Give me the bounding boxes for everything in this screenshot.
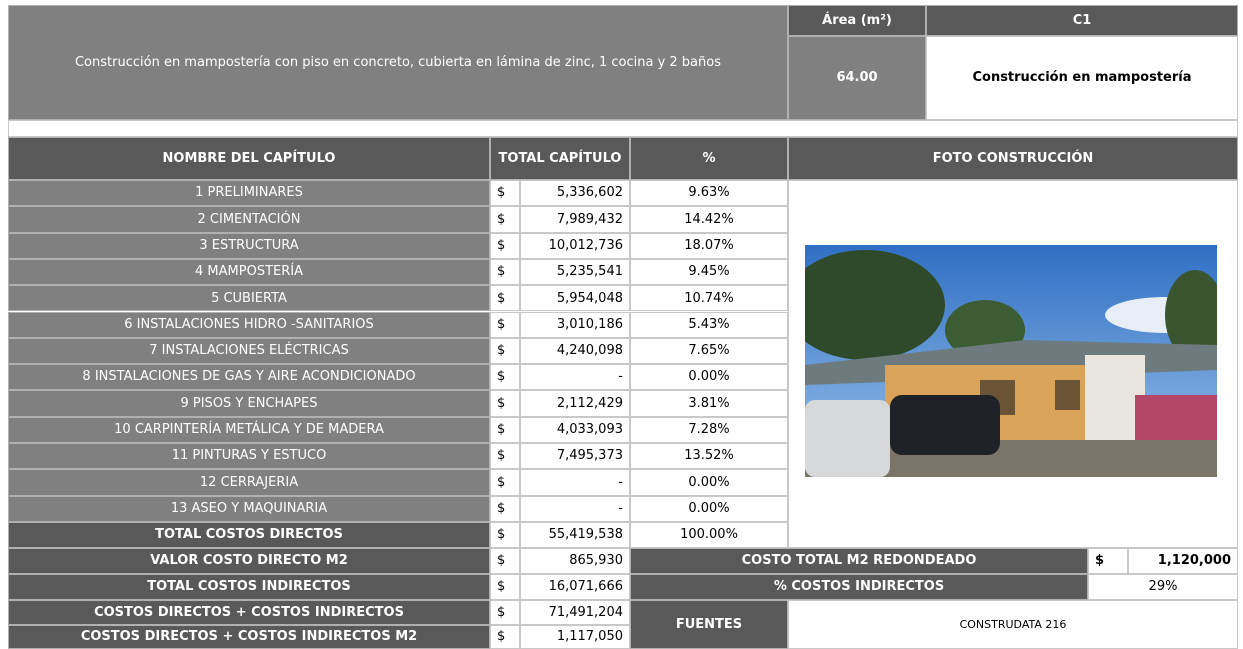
amount: 71,491,204 <box>520 600 630 625</box>
amount: 2,112,429 <box>520 390 630 416</box>
chapter-name: 12 CERRAJERIA <box>8 469 490 495</box>
amount: 5,336,602 <box>520 180 630 206</box>
total-label: TOTAL COSTOS DIRECTOS <box>8 522 490 548</box>
percent: 13.52% <box>630 443 788 469</box>
code-name: Construcción en mampostería <box>926 36 1238 120</box>
amount: - <box>520 496 630 522</box>
currency: $ <box>490 469 520 495</box>
indirect-value: 29% <box>1088 574 1238 600</box>
currency: $ <box>490 600 520 625</box>
amount: 3,010,186 <box>520 312 630 338</box>
amount: 10,012,736 <box>520 233 630 259</box>
percent: 0.00% <box>630 496 788 522</box>
percent: 5.43% <box>630 312 788 338</box>
construction-photo <box>805 245 1217 477</box>
column-header: TOTAL CAPÍTULO <box>490 137 630 180</box>
currency: $ <box>490 574 520 600</box>
area-label: Área (m²) <box>788 5 926 36</box>
currency: $ <box>490 285 520 311</box>
chapter-name: 11 PINTURAS Y ESTUCO <box>8 443 490 469</box>
chapter-name: 1 PRELIMINARES <box>8 180 490 206</box>
currency: $ <box>490 443 520 469</box>
currency: $ <box>490 338 520 364</box>
currency: $ <box>490 390 520 416</box>
rounded-currency: $ <box>1088 548 1128 574</box>
sources-value: CONSTRUDATA 216 <box>788 600 1238 649</box>
area-value: 64.00 <box>788 36 926 120</box>
chapter-name: 13 ASEO Y MAQUINARIA <box>8 496 490 522</box>
currency: $ <box>490 180 520 206</box>
percent: 0.00% <box>630 469 788 495</box>
percent: 14.42% <box>630 206 788 232</box>
chapter-name: 4 MAMPOSTERÍA <box>8 259 490 285</box>
percent: 9.63% <box>630 180 788 206</box>
column-header: NOMBRE DEL CAPÍTULO <box>8 137 490 180</box>
currency: $ <box>490 312 520 338</box>
amount: - <box>520 364 630 390</box>
page: Presupuesto {"header": {"description": "… <box>0 0 1243 649</box>
amount: 5,235,541 <box>520 259 630 285</box>
currency: $ <box>490 259 520 285</box>
amount: - <box>520 469 630 495</box>
amount: 5,954,048 <box>520 285 630 311</box>
amount: 1,117,050 <box>520 625 630 649</box>
percent: 3.81% <box>630 390 788 416</box>
chapter-name: 7 INSTALACIONES ELÉCTRICAS <box>8 338 490 364</box>
chapter-name: 10 CARPINTERÍA METÁLICA Y DE MADERA <box>8 417 490 443</box>
description: Construcción en mampostería con piso en … <box>8 5 788 120</box>
currency: $ <box>490 206 520 232</box>
rounded-label: COSTO TOTAL M2 REDONDEADO <box>630 548 1088 574</box>
amount: 16,071,666 <box>520 574 630 600</box>
percent: 7.65% <box>630 338 788 364</box>
amount: 4,033,093 <box>520 417 630 443</box>
currency: $ <box>490 496 520 522</box>
column-header: FOTO CONSTRUCCIÓN <box>788 137 1238 180</box>
column-header: % <box>630 137 788 180</box>
currency: $ <box>490 548 520 574</box>
summary-label: TOTAL COSTOS INDIRECTOS <box>8 574 490 600</box>
currency: $ <box>490 233 520 259</box>
amount: 865,930 <box>520 548 630 574</box>
currency: $ <box>490 522 520 548</box>
currency: $ <box>490 364 520 390</box>
currency: $ <box>490 625 520 649</box>
summary-label: COSTOS DIRECTOS + COSTOS INDIRECTOS <box>8 600 490 625</box>
chapter-name: 8 INSTALACIONES DE GAS Y AIRE ACONDICION… <box>8 364 490 390</box>
percent: 100.00% <box>630 522 788 548</box>
chapter-name: 6 INSTALACIONES HIDRO -SANITARIOS <box>8 312 490 338</box>
amount: 55,419,538 <box>520 522 630 548</box>
code: C1 <box>926 5 1238 36</box>
sheet: Construcción en mampostería con piso en … <box>0 0 1243 649</box>
percent: 0.00% <box>630 364 788 390</box>
amount: 7,989,432 <box>520 206 630 232</box>
rounded-value: 1,120,000 <box>1128 548 1238 574</box>
amount: 4,240,098 <box>520 338 630 364</box>
currency: $ <box>490 417 520 443</box>
chapter-name: 3 ESTRUCTURA <box>8 233 490 259</box>
spacer-row <box>8 120 1238 137</box>
indirect-label: % COSTOS INDIRECTOS <box>630 574 1088 600</box>
sources-label: FUENTES <box>630 600 788 649</box>
percent: 9.45% <box>630 259 788 285</box>
percent: 18.07% <box>630 233 788 259</box>
chapter-name: 5 CUBIERTA <box>8 285 490 311</box>
summary-label: VALOR COSTO DIRECTO M2 <box>8 548 490 574</box>
summary-label: COSTOS DIRECTOS + COSTOS INDIRECTOS M2 <box>8 625 490 649</box>
percent: 10.74% <box>630 285 788 311</box>
chapter-name: 2 CIMENTACIÓN <box>8 206 490 232</box>
amount: 7,495,373 <box>520 443 630 469</box>
percent: 7.28% <box>630 417 788 443</box>
chapter-name: 9 PISOS Y ENCHAPES <box>8 390 490 416</box>
